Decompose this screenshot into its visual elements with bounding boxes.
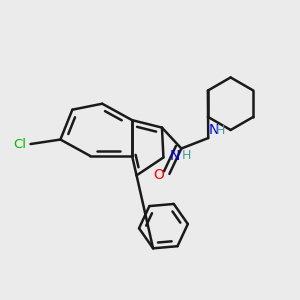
- Text: H: H: [182, 149, 191, 163]
- Text: O: O: [153, 168, 164, 182]
- Text: N: N: [170, 149, 180, 163]
- Text: Cl: Cl: [13, 137, 26, 151]
- Text: H: H: [215, 124, 225, 137]
- Text: N: N: [208, 123, 219, 136]
